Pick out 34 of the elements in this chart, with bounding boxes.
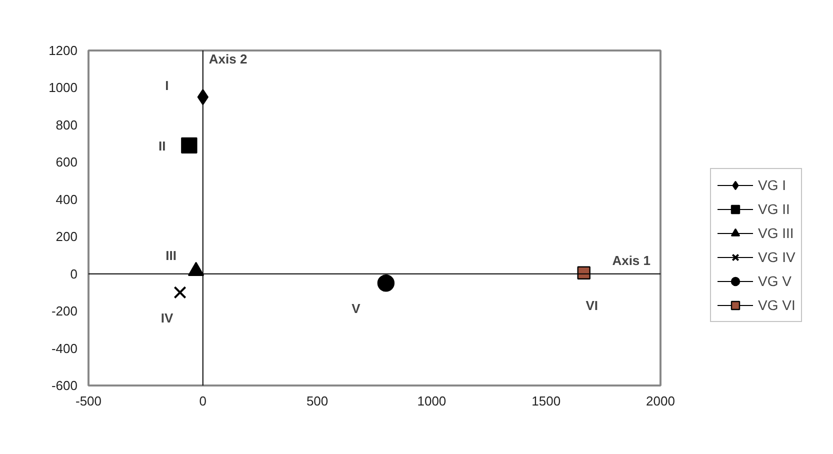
- point: [577, 266, 590, 280]
- y-tick-label: 800: [56, 117, 78, 132]
- legend-label: VG III: [758, 225, 794, 241]
- legend-label: VG V: [758, 273, 792, 289]
- y-tick-label: 200: [56, 229, 78, 244]
- y-tick-label: 600: [56, 154, 78, 170]
- x-tick-label: 1500: [532, 394, 561, 408]
- ref-line-label: Axis 1: [612, 252, 651, 268]
- annotation: II: [158, 138, 166, 154]
- x-tick-label: 0: [199, 394, 207, 408]
- x-tick-label: 500: [306, 394, 328, 408]
- y-tick-label: -200: [51, 304, 78, 319]
- annotation: VI: [586, 298, 598, 313]
- y-tick-label: 400: [56, 192, 78, 207]
- annotation: III: [166, 248, 176, 264]
- x-tick-label: -500: [75, 394, 102, 408]
- annotation: I: [165, 78, 169, 94]
- legend-label: VG VI: [758, 297, 796, 313]
- point: [174, 286, 186, 299]
- y-tick-label: -400: [51, 340, 78, 356]
- ref-line-label: Axis 2: [208, 52, 248, 66]
- legend-label: VG I: [758, 177, 786, 193]
- x-tick-label: 2000: [646, 394, 675, 408]
- point: [181, 137, 198, 154]
- legend-label: VG II: [758, 201, 790, 217]
- annotation: IV: [160, 310, 174, 326]
- annotation: V: [352, 301, 361, 316]
- x-tick-label: 1000: [417, 394, 446, 408]
- legend-label: VG IV: [758, 249, 796, 265]
- y-tick-label: 1200: [48, 43, 78, 58]
- point: [377, 274, 395, 292]
- y-tick-label: -600: [51, 378, 78, 393]
- y-tick-label: 1000: [48, 80, 78, 96]
- y-tick-label: 0: [70, 266, 78, 282]
